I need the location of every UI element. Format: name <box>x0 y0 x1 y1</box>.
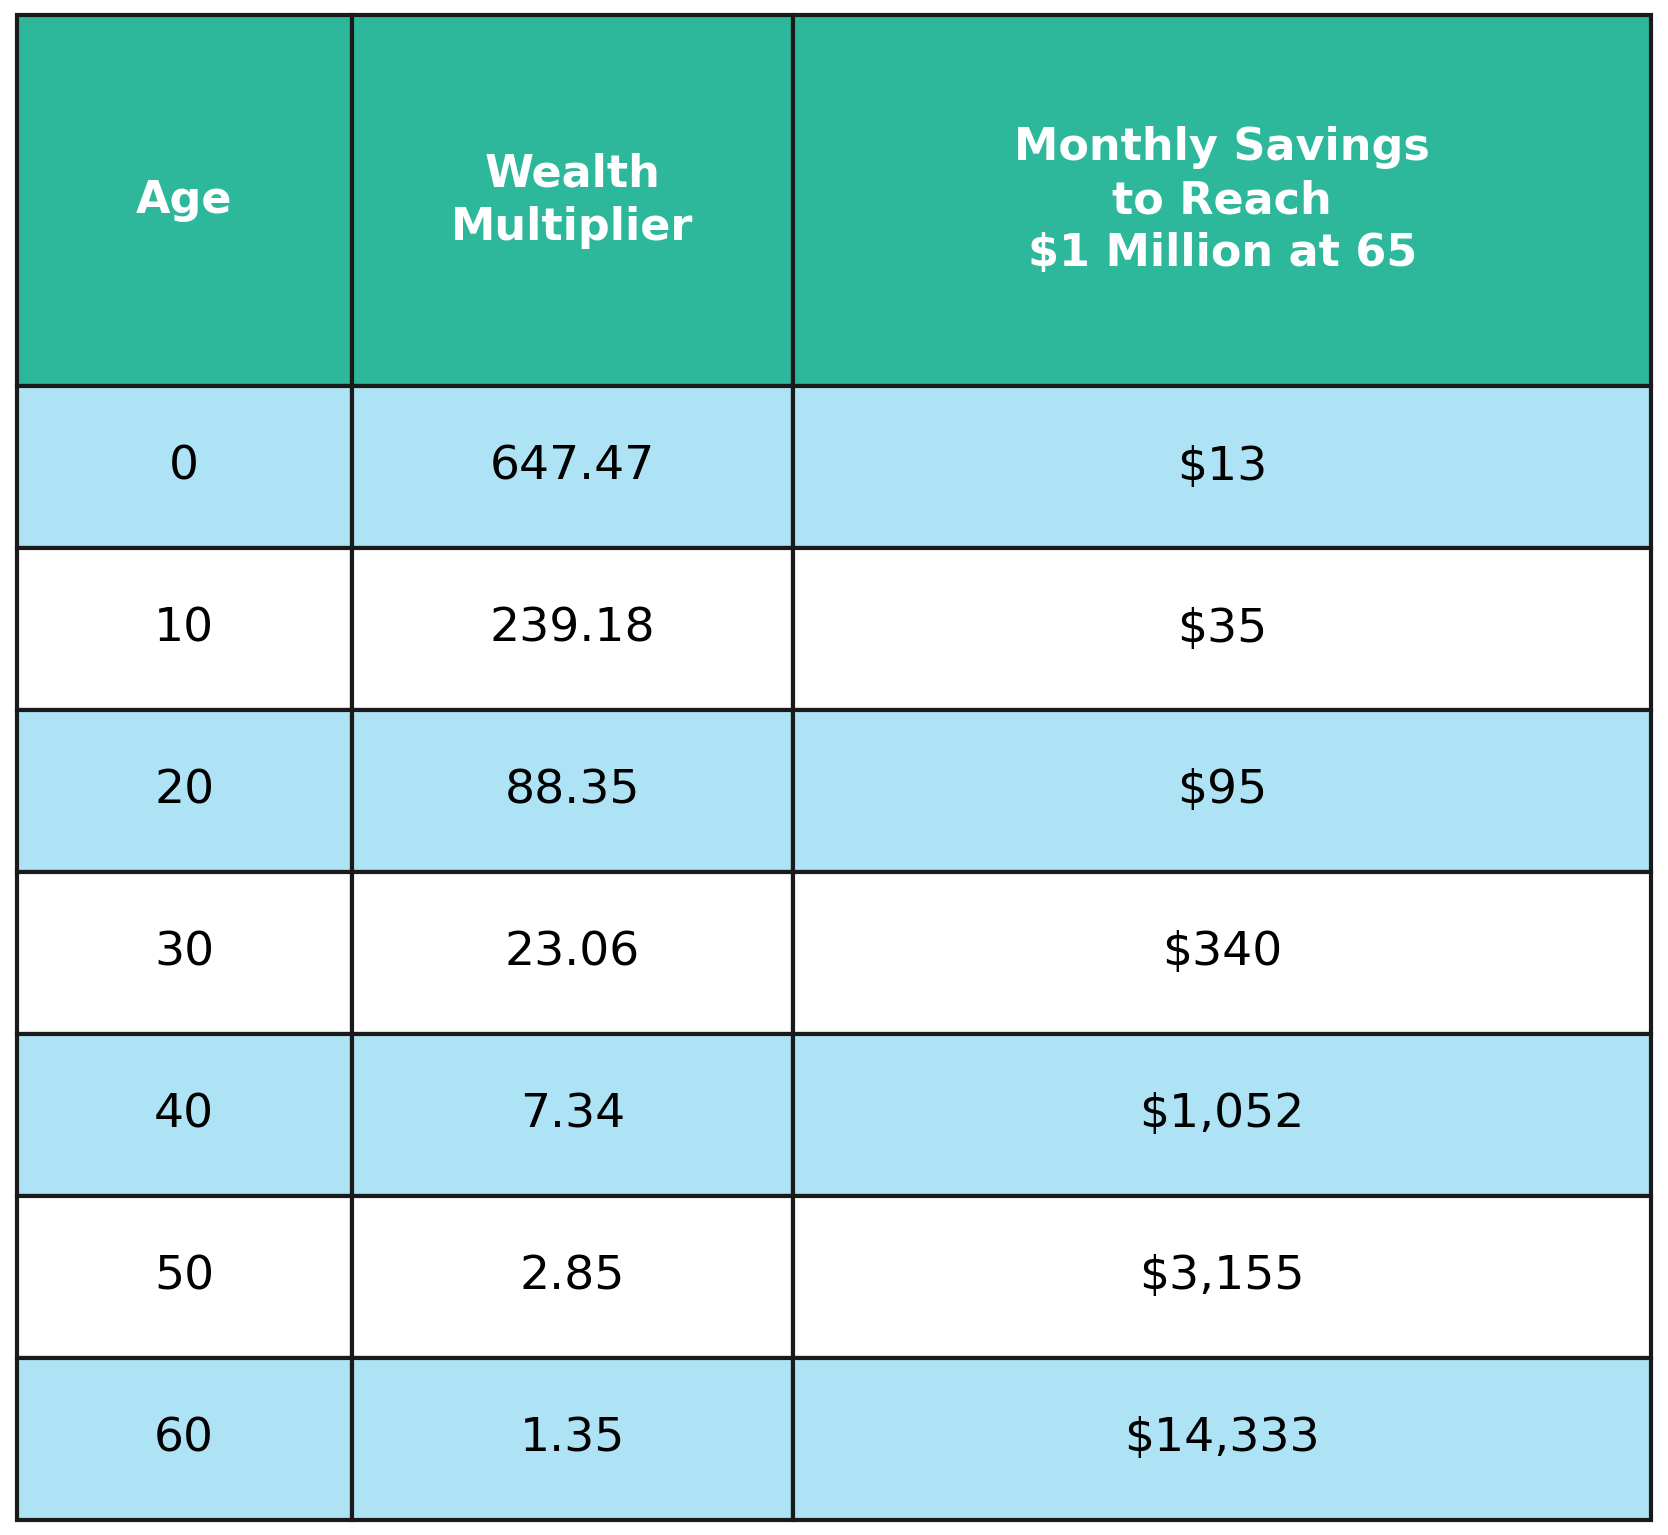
Bar <box>352 711 794 872</box>
Text: $1,052: $1,052 <box>1139 1093 1304 1137</box>
Bar <box>794 1196 1651 1358</box>
Text: 239.18: 239.18 <box>490 606 656 651</box>
Bar <box>17 1035 352 1196</box>
Bar <box>17 548 352 711</box>
Text: 10: 10 <box>153 606 214 651</box>
Text: $340: $340 <box>1163 930 1283 975</box>
Text: 30: 30 <box>153 930 214 975</box>
Text: 40: 40 <box>153 1093 214 1137</box>
Text: 60: 60 <box>153 1417 214 1461</box>
Text: 20: 20 <box>153 769 214 814</box>
Text: 23.06: 23.06 <box>505 930 641 975</box>
Bar <box>17 387 352 548</box>
Text: 7.34: 7.34 <box>520 1093 626 1137</box>
Bar <box>794 548 1651 711</box>
Text: $95: $95 <box>1178 769 1268 814</box>
Bar <box>352 1035 794 1196</box>
Bar <box>17 1358 352 1520</box>
Text: 0: 0 <box>168 445 198 490</box>
Bar <box>352 872 794 1035</box>
Text: Age: Age <box>137 180 232 223</box>
Bar <box>794 387 1651 548</box>
Bar <box>794 15 1651 387</box>
Bar <box>352 387 794 548</box>
Text: Wealth
Multiplier: Wealth Multiplier <box>452 152 694 249</box>
Bar <box>352 15 794 387</box>
Bar <box>352 1196 794 1358</box>
Bar <box>17 711 352 872</box>
Bar <box>17 872 352 1035</box>
Text: 50: 50 <box>153 1254 214 1299</box>
Text: 88.35: 88.35 <box>505 769 641 814</box>
Bar <box>794 711 1651 872</box>
Text: $14,333: $14,333 <box>1124 1417 1319 1461</box>
Bar <box>794 872 1651 1035</box>
Text: Monthly Savings
to Reach
$1 Million at 65: Monthly Savings to Reach $1 Million at 6… <box>1014 126 1429 275</box>
Bar <box>794 1358 1651 1520</box>
Text: $13: $13 <box>1178 445 1268 490</box>
Bar <box>17 15 352 387</box>
Text: $3,155: $3,155 <box>1139 1254 1304 1299</box>
Text: $35: $35 <box>1178 606 1268 651</box>
Bar <box>352 1358 794 1520</box>
Text: 647.47: 647.47 <box>490 445 656 490</box>
Text: 1.35: 1.35 <box>520 1417 626 1461</box>
Bar <box>17 1196 352 1358</box>
Bar <box>794 1035 1651 1196</box>
Bar <box>352 548 794 711</box>
Text: 2.85: 2.85 <box>520 1254 626 1299</box>
